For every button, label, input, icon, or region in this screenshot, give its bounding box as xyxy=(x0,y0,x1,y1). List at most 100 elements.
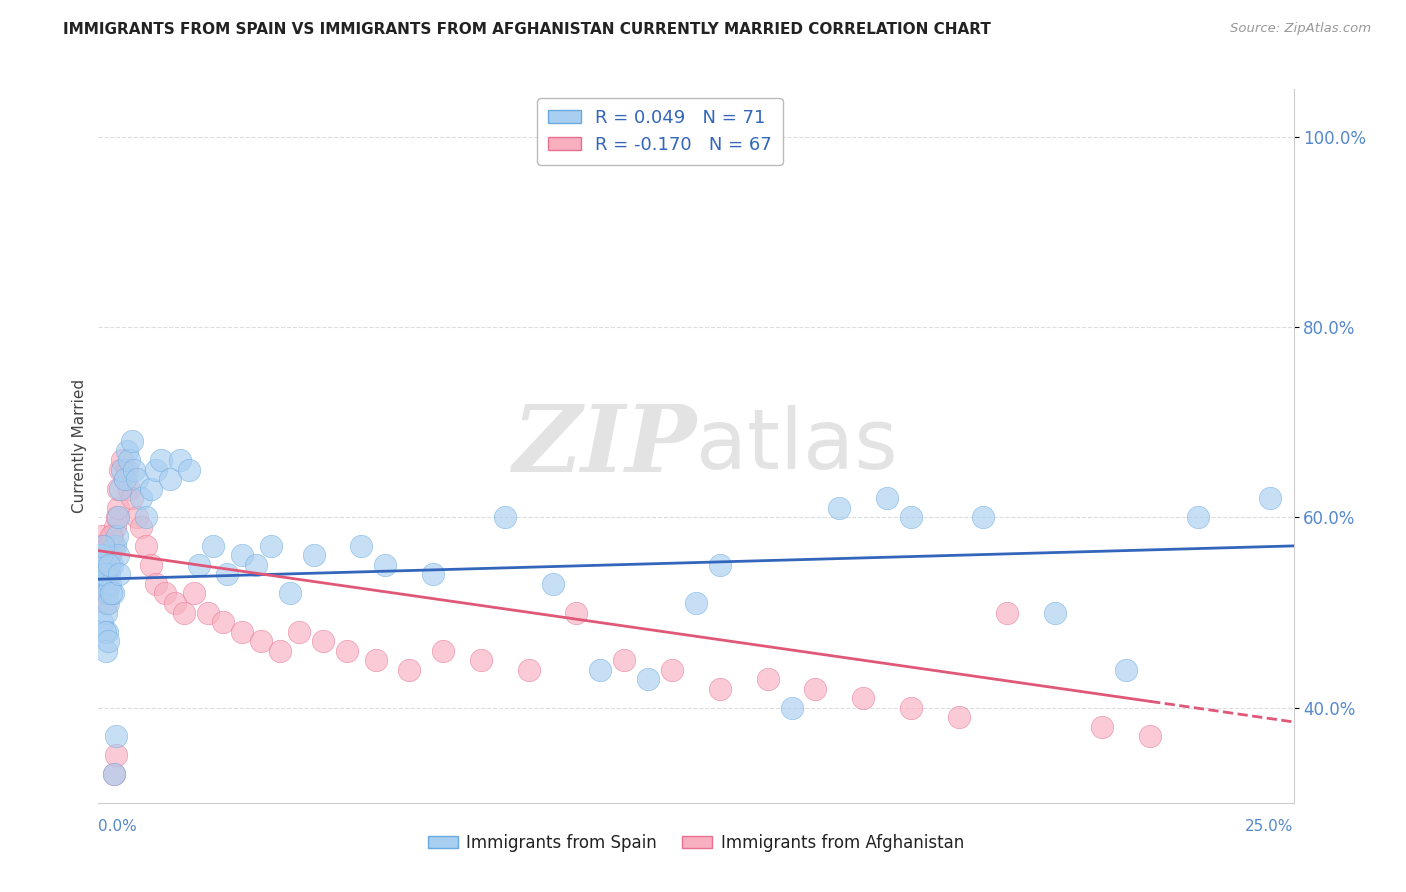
Point xyxy=(98,549,122,563)
Point xyxy=(108,482,131,496)
Point xyxy=(173,606,195,620)
Point xyxy=(108,567,131,582)
Point xyxy=(114,472,136,486)
Point xyxy=(91,615,114,629)
Point xyxy=(131,491,153,506)
Text: ZIP: ZIP xyxy=(512,401,696,491)
Point xyxy=(135,510,157,524)
Point xyxy=(107,549,129,563)
Point xyxy=(139,482,162,496)
Point xyxy=(98,558,121,572)
Point xyxy=(259,539,281,553)
Point xyxy=(432,643,454,657)
Point xyxy=(1187,510,1209,524)
Point xyxy=(121,491,143,506)
Point xyxy=(96,624,118,639)
Point xyxy=(876,491,898,506)
Point xyxy=(756,672,779,686)
Point xyxy=(972,510,994,524)
Point xyxy=(149,453,172,467)
Point xyxy=(104,748,127,763)
Point xyxy=(336,643,359,657)
Point xyxy=(104,729,127,743)
Point xyxy=(517,663,540,677)
Point xyxy=(93,558,115,572)
Point xyxy=(197,606,219,620)
Point xyxy=(494,510,516,524)
Point xyxy=(93,549,115,563)
Point xyxy=(159,472,181,486)
Point xyxy=(91,529,114,543)
Point xyxy=(231,624,253,639)
Point xyxy=(125,472,148,486)
Point xyxy=(828,500,851,515)
Point xyxy=(709,681,731,696)
Point xyxy=(312,634,335,648)
Point xyxy=(104,520,127,534)
Point xyxy=(105,529,128,543)
Point xyxy=(103,767,125,781)
Point xyxy=(90,539,112,553)
Point xyxy=(91,549,114,563)
Point xyxy=(97,539,120,553)
Point xyxy=(1139,729,1161,743)
Point xyxy=(780,700,803,714)
Point xyxy=(145,577,167,591)
Point xyxy=(187,558,209,572)
Point xyxy=(121,434,143,449)
Point xyxy=(1091,720,1114,734)
Point xyxy=(108,463,131,477)
Point xyxy=(98,577,122,591)
Point xyxy=(93,577,115,591)
Point xyxy=(107,510,129,524)
Point xyxy=(94,596,117,610)
Point xyxy=(637,672,659,686)
Point xyxy=(91,567,114,582)
Point xyxy=(94,643,117,657)
Text: 25.0%: 25.0% xyxy=(1246,820,1294,834)
Point xyxy=(94,558,117,572)
Point xyxy=(96,577,118,591)
Point xyxy=(302,549,325,563)
Point xyxy=(1043,606,1066,620)
Point xyxy=(101,586,124,600)
Point xyxy=(231,549,253,563)
Point xyxy=(91,539,114,553)
Point xyxy=(94,606,117,620)
Point xyxy=(100,586,122,600)
Point xyxy=(94,586,117,600)
Point xyxy=(97,596,120,610)
Point xyxy=(183,586,205,600)
Point xyxy=(852,691,875,706)
Point xyxy=(661,663,683,677)
Point xyxy=(90,558,112,572)
Point xyxy=(104,539,127,553)
Point xyxy=(139,558,162,572)
Point xyxy=(278,586,301,600)
Text: atlas: atlas xyxy=(696,406,897,486)
Point xyxy=(900,510,922,524)
Point xyxy=(169,453,191,467)
Point xyxy=(1115,663,1137,677)
Point xyxy=(900,700,922,714)
Point xyxy=(115,443,138,458)
Point xyxy=(97,567,120,582)
Point xyxy=(364,653,387,667)
Point xyxy=(98,539,121,553)
Point xyxy=(107,482,129,496)
Point xyxy=(115,463,138,477)
Point xyxy=(93,577,115,591)
Point xyxy=(94,624,117,639)
Point xyxy=(96,567,118,582)
Point xyxy=(470,653,492,667)
Point xyxy=(269,643,291,657)
Point xyxy=(114,472,136,486)
Point xyxy=(111,453,134,467)
Point xyxy=(398,663,420,677)
Point xyxy=(118,453,141,467)
Legend: Immigrants from Spain, Immigrants from Afghanistan: Immigrants from Spain, Immigrants from A… xyxy=(422,828,970,859)
Point xyxy=(118,482,141,496)
Point xyxy=(135,539,157,553)
Point xyxy=(1258,491,1281,506)
Point xyxy=(565,606,588,620)
